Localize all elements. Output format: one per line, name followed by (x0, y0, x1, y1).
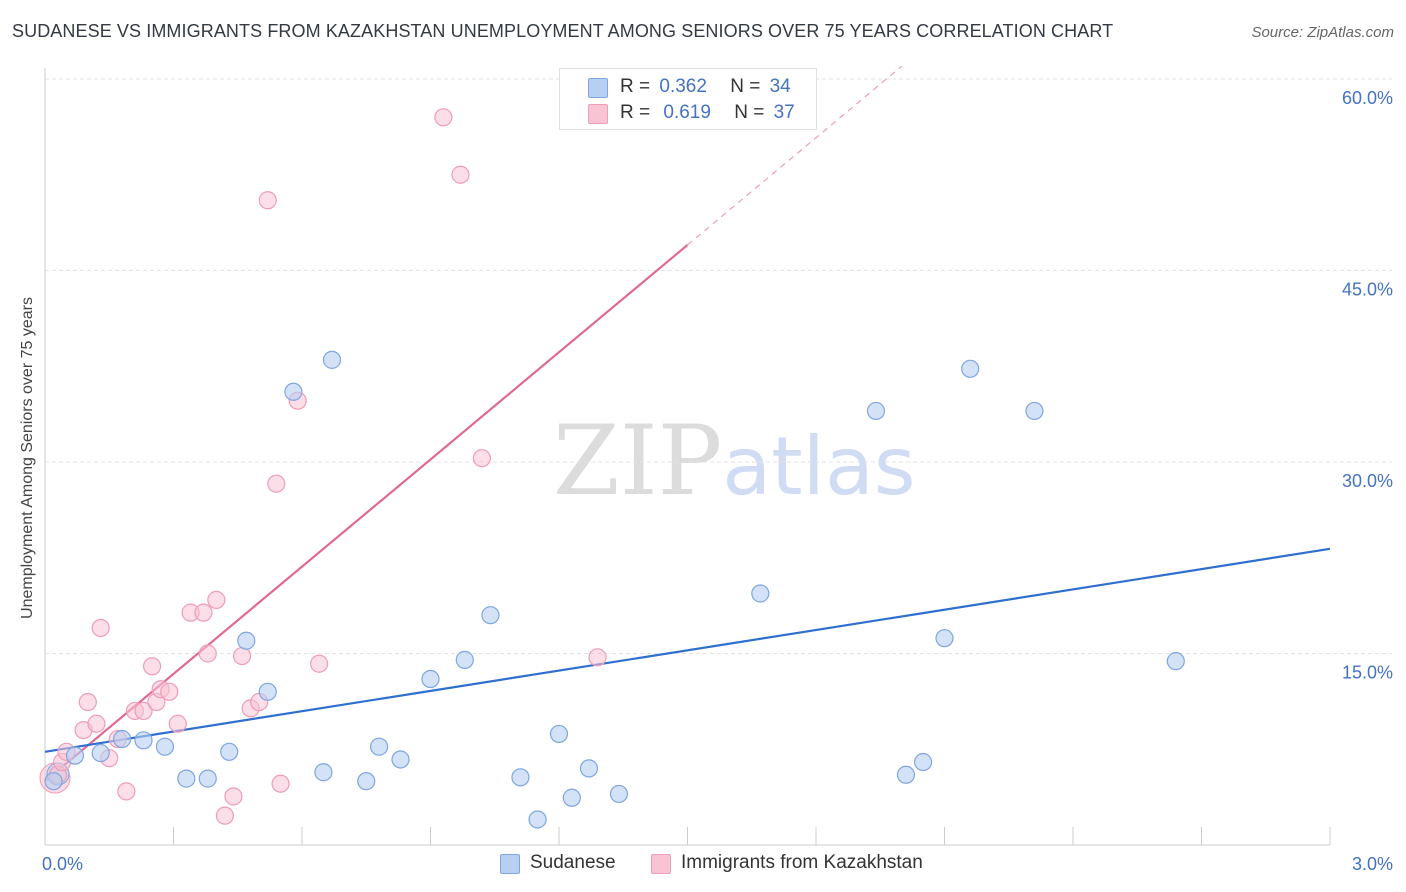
point-sudanese-4 (134, 731, 153, 750)
trend-lines (44, 65, 1331, 783)
point-kazakhstan-27 (267, 474, 286, 493)
point-sudanese-25 (609, 784, 629, 804)
y-tick-label-3: 60.0% (1342, 88, 1393, 108)
point-kazakhstan-18 (194, 603, 213, 622)
point-sudanese-24 (579, 759, 599, 778)
legend-swatch-sudanese (500, 854, 520, 874)
point-kazakhstan-30 (310, 654, 329, 673)
x-tick-label-0: 0.0% (42, 854, 83, 874)
legend-n-value-kazakhstan: 37 (773, 102, 795, 123)
point-sudanese-30 (935, 629, 954, 648)
sudanese-swatch (588, 78, 608, 98)
correlation-legend: R = 0.362 N = 34 R = 0.619 N = 37 (559, 68, 817, 130)
zipatlas-watermark: ZIPatlas (553, 405, 916, 517)
point-sudanese-19 (481, 606, 500, 625)
point-kazakhstan-23 (232, 646, 252, 666)
point-kazakhstan-21 (215, 806, 234, 825)
data-points (39, 108, 1185, 829)
point-sudanese-8 (220, 742, 239, 761)
point-sudanese-28 (896, 765, 916, 784)
point-sudanese-15 (370, 737, 389, 756)
point-kazakhstan-33 (472, 449, 491, 468)
legend-n-label-kazakhstan: N = (734, 102, 765, 123)
legend-label-kazakhstan: Immigrants from Kazakhstan (681, 852, 923, 873)
point-sudanese-5 (155, 737, 175, 756)
point-sudanese-32 (1025, 401, 1044, 421)
point-sudanese-16 (391, 750, 410, 769)
point-sudanese-13 (322, 350, 342, 369)
point-kazakhstan-32 (451, 165, 470, 184)
point-sudanese-2 (91, 743, 110, 763)
point-sudanese-26 (751, 584, 770, 603)
point-sudanese-31 (961, 359, 980, 378)
legend-r-label-kazakhstan: R = (620, 102, 651, 123)
point-kazakhstan-16 (168, 714, 187, 733)
point-kazakhstan-26 (258, 191, 277, 210)
point-sudanese-9 (237, 631, 256, 650)
point-kazakhstan-12 (142, 657, 162, 676)
point-sudanese-29 (913, 752, 933, 772)
x-tick-label-1: 3.0% (1352, 854, 1393, 874)
point-kazakhstan-22 (224, 787, 243, 806)
axes (44, 68, 1331, 846)
point-kazakhstan-19 (198, 644, 217, 663)
point-sudanese-1 (65, 746, 85, 765)
legend-n-label-sudanese: N = (730, 76, 761, 97)
legend-r-value-sudanese: 0.362 (659, 76, 707, 97)
point-sudanese-20 (511, 768, 530, 787)
point-kazakhstan-20 (207, 590, 226, 609)
point-kazakhstan-15 (160, 682, 179, 701)
point-sudanese-0 (44, 772, 63, 791)
point-sudanese-17 (421, 669, 440, 689)
point-sudanese-27 (866, 401, 886, 421)
point-kazakhstan-34 (588, 648, 607, 667)
tick-labels: 15.0% 30.0% 45.0% 60.0% 0.0% 3.0% (42, 88, 1393, 874)
legend-n-value-sudanese: 34 (769, 76, 791, 97)
trend-extension-kazakhstan (687, 65, 903, 246)
watermark-atlas: atlas (722, 420, 916, 513)
watermark-zip: ZIP (553, 405, 723, 517)
legend-r-label-sudanese: R = (620, 76, 651, 97)
point-sudanese-10 (258, 682, 277, 701)
point-sudanese-12 (314, 763, 333, 782)
y-tick-label-1: 30.0% (1342, 471, 1393, 491)
point-sudanese-22 (549, 724, 569, 744)
point-sudanese-23 (562, 788, 581, 807)
series-legend: Sudanese Immigrants from Kazakhstan (0, 852, 1406, 878)
point-sudanese-3 (112, 729, 132, 749)
legend-label-sudanese: Sudanese (530, 852, 616, 873)
y-tick-label-0: 15.0% (1342, 663, 1393, 683)
grid-lines (45, 78, 1392, 654)
point-kazakhstan-11 (134, 701, 153, 721)
point-kazakhstan-9 (117, 782, 136, 801)
point-sudanese-21 (528, 810, 547, 829)
legend-swatch-kazakhstan (651, 854, 671, 874)
source-credit: Source: ZipAtlas.com (1251, 24, 1394, 41)
point-kazakhstan-31 (434, 108, 453, 127)
y-axis-label: Unemployment Among Seniors over 75 years (19, 297, 36, 619)
kazakhstan-swatch (588, 104, 608, 124)
point-sudanese-11 (284, 382, 303, 401)
point-kazakhstan-4 (78, 692, 97, 712)
trend-line-sudanese (44, 547, 1331, 753)
point-kazakhstan-5 (87, 714, 106, 733)
point-sudanese-18 (455, 650, 474, 669)
point-sudanese-14 (357, 772, 376, 791)
point-kazakhstan-6 (91, 618, 110, 638)
point-sudanese-7 (198, 769, 217, 788)
y-tick-label-2: 45.0% (1342, 280, 1393, 300)
point-kazakhstan-28 (271, 774, 290, 793)
chart-title: SUDANESE VS IMMIGRANTS FROM KAZAKHSTAN U… (12, 21, 1114, 41)
point-sudanese-6 (177, 769, 196, 788)
point-sudanese-33 (1166, 652, 1185, 671)
legend-r-value-kazakhstan: 0.619 (663, 102, 711, 123)
